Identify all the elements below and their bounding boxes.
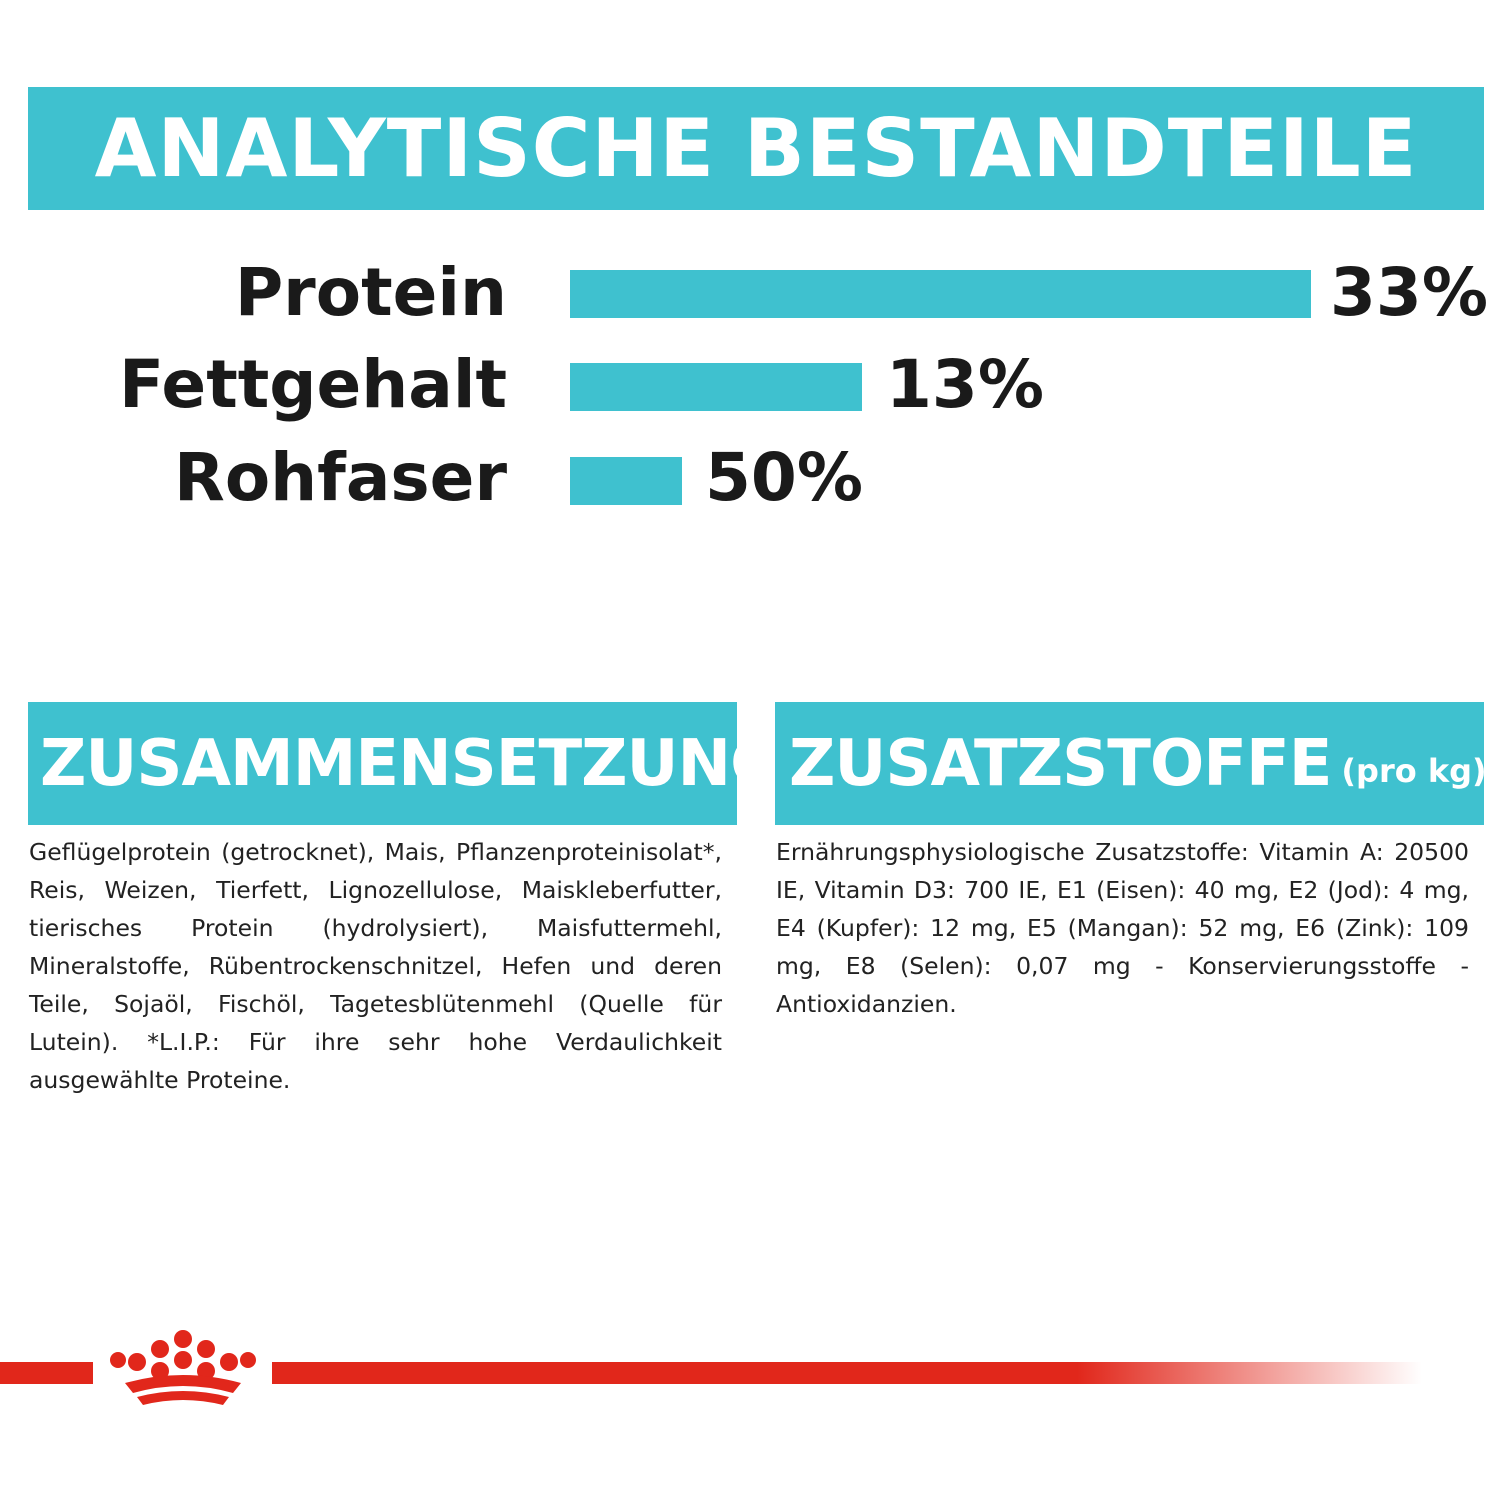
nutrient-bar-protein	[570, 270, 1311, 318]
additives-title: ZUSATZSTOFFE	[789, 726, 1332, 801]
nutrient-value-protein: 33%	[1330, 254, 1488, 331]
additives-subtitle: (pro kg)	[1341, 751, 1484, 790]
nutrient-label-fettgehalt: Fettgehalt	[119, 346, 507, 423]
nutrient-value-fettgehalt: 13%	[886, 346, 1044, 423]
crown-icon	[110, 1330, 256, 1405]
composition-header: ZUSAMMENSETZUNG	[28, 702, 737, 825]
nutrient-bar-rohfaser	[570, 457, 682, 505]
composition-text: Geflügelprotein (getrocknet), Mais, Pfla…	[29, 838, 722, 1094]
nutrient-label-rohfaser: Rohfaser	[174, 439, 507, 516]
nutrient-value-rohfaser: 50%	[705, 439, 863, 516]
additives-header: ZUSATZSTOFFE (pro kg)	[775, 702, 1484, 825]
analysis-title: ANALYTISCHE BESTANDTEILE	[94, 102, 1418, 195]
brand-line-right	[272, 1362, 1422, 1384]
brand-line-left	[0, 1362, 93, 1384]
analysis-header: ANALYTISCHE BESTANDTEILE	[28, 87, 1484, 210]
nutrient-label-protein: Protein	[234, 254, 507, 331]
composition-title: ZUSAMMENSETZUNG	[40, 726, 737, 801]
additives-text: Ernährungsphysiologische Zusatzstoffe: V…	[776, 838, 1469, 1018]
nutrient-bar-fettgehalt	[570, 363, 862, 411]
